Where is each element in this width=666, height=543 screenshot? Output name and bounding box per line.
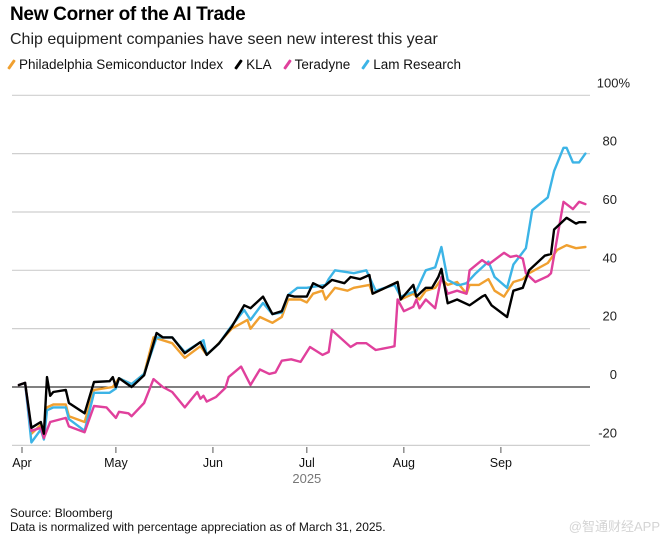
legend-label: Teradyne (294, 57, 351, 72)
legend-item-lam: Lam Research (361, 57, 462, 72)
y-tick-label: 80 (603, 134, 617, 149)
y-tick-label: 100% (597, 75, 631, 90)
x-tick-label: May (104, 456, 128, 470)
y-tick-label: 60 (603, 192, 617, 207)
chart-subtitle: Chip equipment companies have seen new i… (10, 31, 438, 48)
y-tick-label: 20 (603, 309, 617, 324)
y-tick-label: -20 (598, 425, 617, 440)
legend-item-kla: KLA (234, 57, 272, 72)
legend-item-sox: Philadelphia Semiconductor Index (7, 57, 224, 72)
y-tick-label: 0 (610, 367, 617, 382)
series-line-teradyne (17, 200, 587, 440)
y-tick-label: 40 (603, 250, 617, 265)
normalization-note: Data is normalized with percentage appre… (10, 520, 386, 534)
legend-item-teradyne: Teradyne (282, 57, 351, 72)
series-line-lam-research (17, 146, 587, 444)
series-line-kla (17, 216, 587, 435)
x-tick-label: Jul (299, 456, 315, 470)
x-tick-label: Jun (203, 456, 223, 470)
chart-title: New Corner of the AI Trade (10, 4, 246, 25)
x-tick-label: Sep (490, 456, 512, 470)
source-note: Source: Bloomberg (10, 506, 113, 520)
x-tick-label: Aug (393, 456, 415, 470)
legend-label: KLA (246, 57, 272, 72)
series-line-philadelphia-semiconductor-index (17, 243, 587, 438)
legend: Philadelphia Semiconductor Index KLA Ter… (7, 57, 462, 72)
x-tick-label: Apr (12, 456, 31, 470)
watermark: @智通财经APP (568, 519, 660, 534)
legend-label: Philadelphia Semiconductor Index (19, 57, 224, 72)
legend-label: Lam Research (373, 57, 462, 72)
x-axis-label: 2025 (292, 471, 321, 486)
